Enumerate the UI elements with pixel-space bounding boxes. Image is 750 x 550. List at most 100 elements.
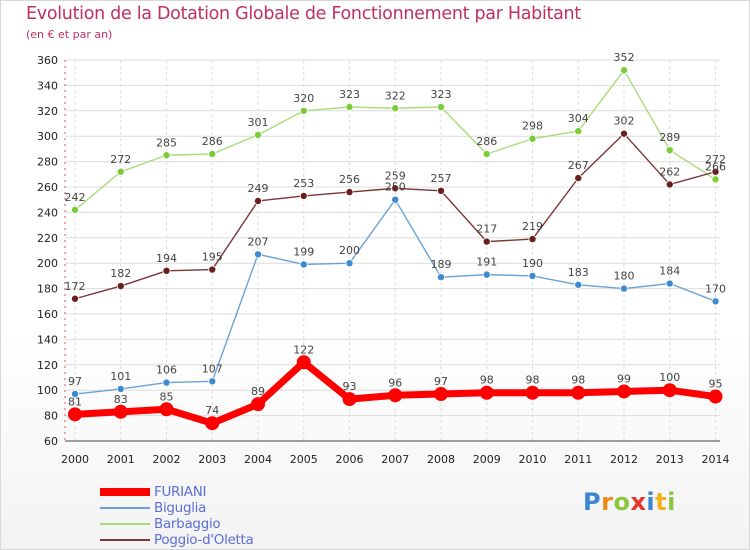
legend-label: Barbaggio <box>154 516 221 532</box>
data-point <box>116 384 125 393</box>
data-label: 323 <box>339 88 360 101</box>
data-label: 298 <box>522 120 543 133</box>
data-point <box>71 390 80 399</box>
x-tick-label: 2005 <box>290 453 318 466</box>
data-label: 170 <box>705 282 726 295</box>
data-point <box>162 266 171 275</box>
data-label: 182 <box>110 267 131 280</box>
y-tick-label: 320 <box>37 105 58 118</box>
data-point <box>388 388 403 403</box>
legend-item: Biguglia <box>100 500 254 516</box>
data-point <box>436 102 445 111</box>
data-label: 253 <box>293 177 314 190</box>
x-tick-label: 2011 <box>564 453 592 466</box>
data-label: 85 <box>160 390 174 403</box>
data-label: 101 <box>110 370 131 383</box>
data-point <box>479 385 494 400</box>
data-label: 267 <box>568 159 589 172</box>
data-label: 98 <box>571 374 585 387</box>
x-tick-label: 2014 <box>702 453 730 466</box>
data-label: 272 <box>705 153 726 166</box>
data-label: 74 <box>205 404 219 417</box>
chart-subtitle: (en € et par an) <box>26 28 113 41</box>
data-point <box>253 196 262 205</box>
data-label: 100 <box>659 371 680 384</box>
x-tick-label: 2008 <box>427 453 455 466</box>
logo-letter: r <box>601 488 614 516</box>
data-label: 272 <box>110 153 131 166</box>
legend-label: FURIANI <box>154 484 207 500</box>
data-label: 322 <box>385 89 406 102</box>
y-tick-label: 340 <box>37 79 58 92</box>
data-label: 194 <box>156 252 177 265</box>
data-point <box>345 102 354 111</box>
y-tick-label: 60 <box>44 435 58 448</box>
data-point <box>436 273 445 282</box>
data-point <box>482 237 491 246</box>
data-point <box>574 127 583 136</box>
data-label: 286 <box>202 135 223 148</box>
y-tick-label: 80 <box>44 410 58 423</box>
data-label: 81 <box>68 395 82 408</box>
data-label: 98 <box>526 374 540 387</box>
data-point <box>711 297 720 306</box>
data-label: 89 <box>251 385 265 398</box>
logo-letter: t <box>655 488 668 516</box>
data-label: 285 <box>156 136 177 149</box>
data-label: 107 <box>202 362 223 375</box>
data-label: 191 <box>476 256 497 269</box>
y-tick-label: 300 <box>37 130 58 143</box>
data-point <box>434 387 448 402</box>
legend-item: Barbaggio <box>100 516 254 532</box>
y-tick-label: 120 <box>37 359 58 372</box>
y-tick-label: 100 <box>37 384 58 397</box>
y-tick-label: 200 <box>37 257 58 270</box>
data-label: 242 <box>65 191 86 204</box>
data-label: 184 <box>659 265 680 278</box>
data-point <box>482 270 491 279</box>
x-tick-label: 2004 <box>244 453 272 466</box>
logo-letter: P <box>583 488 602 516</box>
data-point <box>436 186 445 195</box>
data-label: 320 <box>293 92 314 105</box>
data-label: 190 <box>522 257 543 270</box>
data-point <box>574 280 583 289</box>
data-label: 219 <box>522 220 543 233</box>
chart-legend: FURIANI Biguglia Barbaggio Poggio-d'Oletta <box>100 484 254 548</box>
data-point <box>665 180 674 189</box>
data-point <box>208 149 217 158</box>
x-tick-label: 2001 <box>107 453 135 466</box>
data-point <box>662 383 677 398</box>
data-point <box>116 282 125 291</box>
data-point <box>528 134 537 143</box>
logo-letter: x <box>630 488 647 516</box>
data-label: 200 <box>339 244 360 257</box>
data-point <box>345 188 354 197</box>
data-label: 96 <box>388 376 402 389</box>
x-tick-label: 2007 <box>381 453 409 466</box>
data-point <box>391 104 400 113</box>
data-label: 304 <box>568 112 589 125</box>
data-point <box>391 195 400 204</box>
data-label: 259 <box>385 169 406 182</box>
y-tick-label: 260 <box>37 181 58 194</box>
data-point <box>708 389 723 404</box>
data-point <box>113 404 128 419</box>
data-label: 93 <box>343 380 357 393</box>
data-point <box>162 151 171 160</box>
y-tick-label: 160 <box>37 308 58 321</box>
legend-swatch <box>100 539 150 541</box>
data-label: 323 <box>431 88 452 101</box>
data-label: 266 <box>705 160 726 173</box>
data-point <box>665 146 674 155</box>
chart-title: Evolution de la Dotation Globale de Fonc… <box>26 4 581 24</box>
data-label: 352 <box>614 51 635 64</box>
data-point <box>251 397 265 412</box>
data-label: 256 <box>339 173 360 186</box>
y-tick-label: 220 <box>37 232 58 245</box>
data-point <box>162 378 171 387</box>
data-label: 99 <box>617 372 631 385</box>
legend-item: FURIANI <box>100 484 254 500</box>
data-label: 217 <box>476 223 497 236</box>
data-point <box>253 250 262 259</box>
